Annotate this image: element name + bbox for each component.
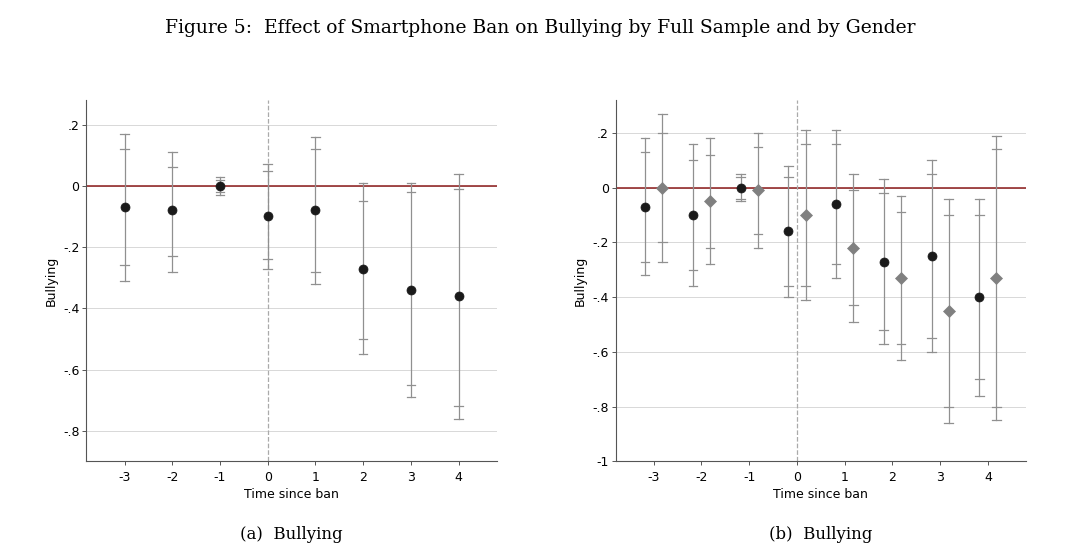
Text: Figure 5:  Effect of Smartphone Ban on Bullying by Full Sample and by Gender: Figure 5: Effect of Smartphone Ban on Bu… [165, 19, 915, 37]
X-axis label: Time since ban: Time since ban [244, 488, 339, 500]
X-axis label: Time since ban: Time since ban [773, 488, 868, 500]
Y-axis label: Bullying: Bullying [44, 256, 57, 306]
Text: (b)  Bullying: (b) Bullying [769, 527, 873, 543]
Text: (a)  Bullying: (a) Bullying [240, 527, 343, 543]
Y-axis label: Bullying: Bullying [573, 256, 586, 306]
